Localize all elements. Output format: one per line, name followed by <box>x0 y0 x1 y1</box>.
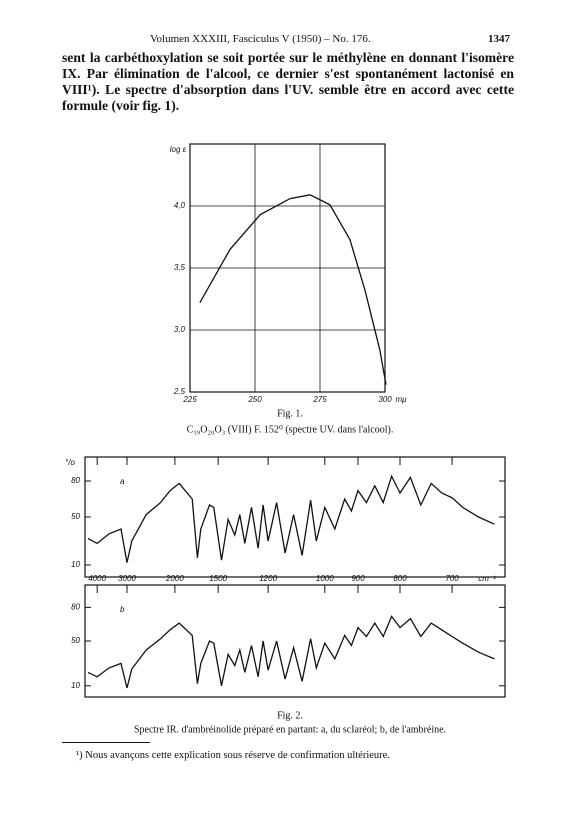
x-tick-label: 700 <box>445 574 459 583</box>
y-tick-label: 4,0 <box>174 201 186 210</box>
footnote: ¹) Nous avançons cette explication sous … <box>76 750 390 761</box>
figure-caption: Spectre IR. d'ambréinolide préparé en pa… <box>134 724 446 735</box>
x-tick-label: 1500 <box>209 574 227 583</box>
paragraph: sent la carbéthoxylation se soit portée … <box>62 50 514 113</box>
x-tick-label: 2000 <box>165 574 184 583</box>
y-tick-label: 10 <box>71 560 80 569</box>
y-tick-label: 3,5 <box>174 263 186 272</box>
x-tick-label: 225 <box>182 395 197 404</box>
panel-label: b <box>120 605 125 614</box>
y-tick-label: 80 <box>71 603 80 612</box>
panel-label: a <box>120 477 125 486</box>
spectrum-line <box>87 615 495 689</box>
x-unit: cm⁻¹ <box>478 574 496 583</box>
y-axis-label: °/o <box>65 458 75 467</box>
spectrum-line <box>87 474 495 563</box>
y-tick-label: 2,5 <box>173 387 186 396</box>
y-tick-label: 80 <box>71 476 80 485</box>
figure-title: Fig. 1. <box>277 408 303 419</box>
x-tick-label: 900 <box>351 574 365 583</box>
y-tick-label: 50 <box>71 636 80 645</box>
y-axis-label: log ε <box>170 145 187 154</box>
page-number: 1347 <box>488 33 510 45</box>
x-unit: mμ <box>395 395 407 404</box>
figure-title: Fig. 2. <box>277 710 303 721</box>
x-tick-label: 1200 <box>259 574 277 583</box>
x-tick-label: 1000 <box>316 574 334 583</box>
y-tick-label: 10 <box>71 681 80 690</box>
y-tick-label: 50 <box>71 512 80 521</box>
running-title: Volumen XXXIII, Fasciculus V (1950) – No… <box>150 33 371 45</box>
plot-frame <box>84 584 506 698</box>
x-tick-label: 800 <box>393 574 407 583</box>
y-tick-label: 3,0 <box>174 325 186 334</box>
x-tick-label: 300 <box>378 395 392 404</box>
plot-frame <box>84 456 506 578</box>
footnote-rule <box>62 742 150 743</box>
spectrum-line <box>199 194 387 385</box>
x-tick-label: 250 <box>247 395 262 404</box>
figure-caption: C₁₉O₂₀O₃ (VIII) F. 152⁰ (spectre UV. dan… <box>187 424 394 435</box>
x-tick-label: 4000 <box>88 574 106 583</box>
x-tick-label: 275 <box>312 395 327 404</box>
x-tick-label: 3000 <box>118 574 136 583</box>
